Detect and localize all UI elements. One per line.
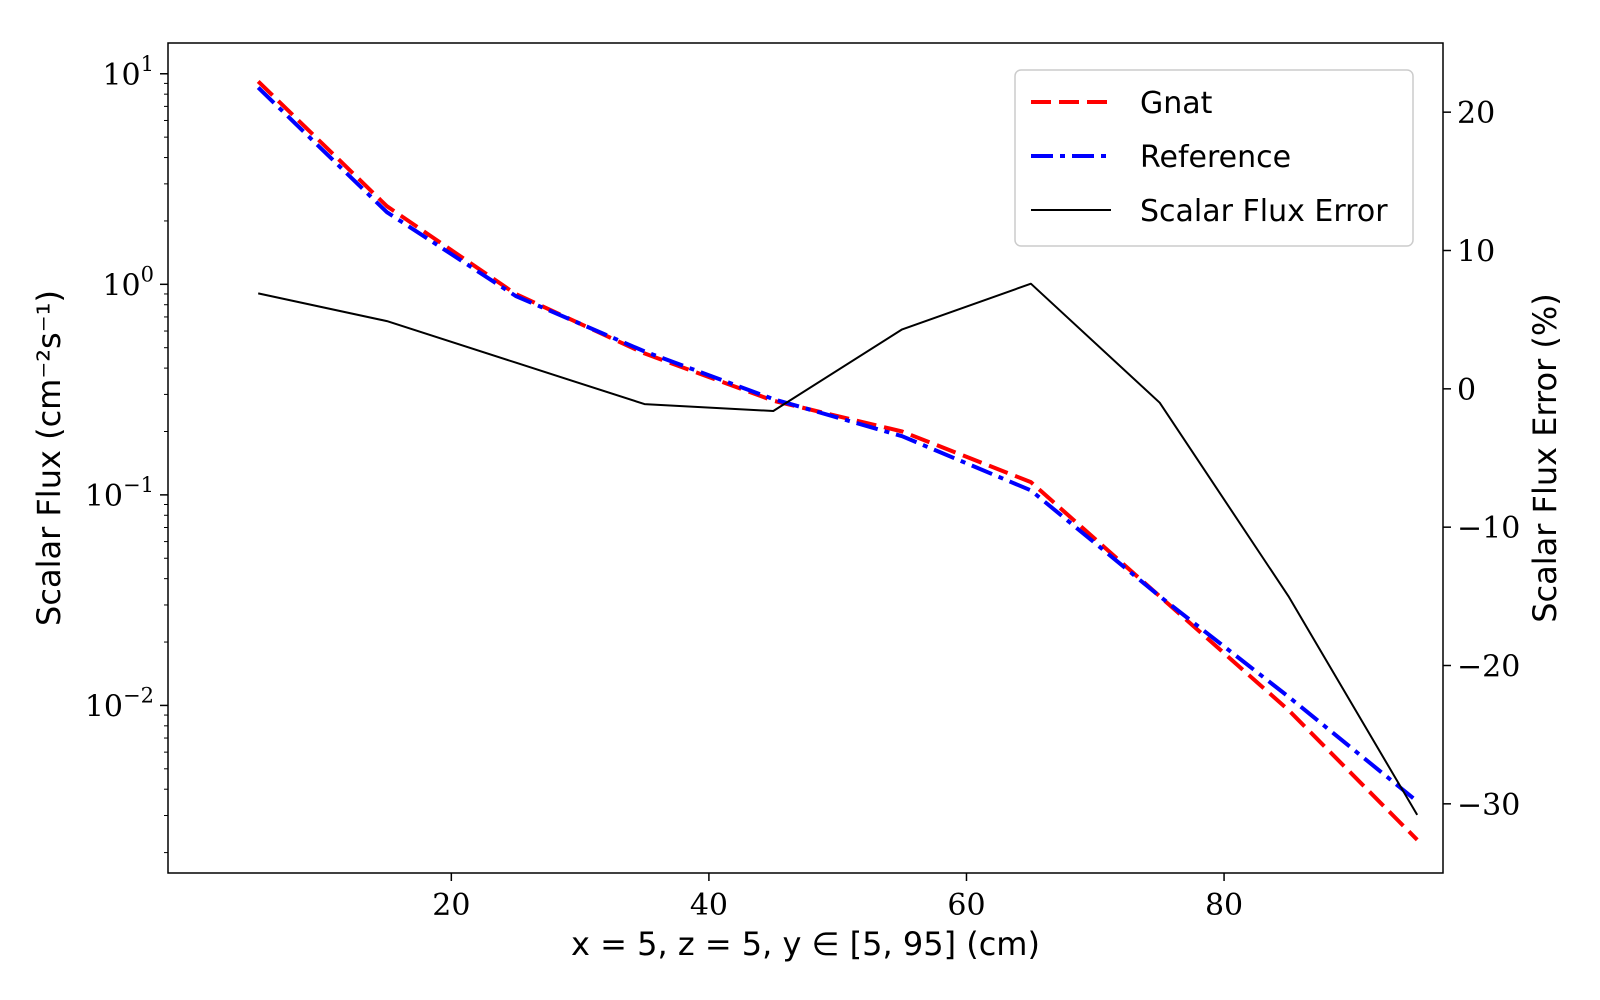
x-tick-label: 80 (1205, 888, 1243, 923)
right-tick-label: −20 (1457, 650, 1520, 685)
plot-area (256, 79, 1419, 842)
legend-label: Reference (1140, 140, 1291, 175)
right-tick-label: 0 (1457, 373, 1476, 408)
right-tick-label: −30 (1457, 788, 1520, 823)
left-tick-label: 10−2 (85, 683, 154, 724)
left-axis-title: Scalar Flux (cm⁻²s⁻¹) (30, 290, 68, 626)
left-tick-label: 100 (102, 262, 154, 303)
legend-label: Gnat (1140, 86, 1213, 121)
left-tick-label: 101 (102, 52, 154, 93)
series-line-reference (256, 86, 1419, 803)
plot-frame (167, 42, 1444, 874)
left-tick-label: 10−1 (85, 473, 154, 514)
right-tick-label: 10 (1457, 235, 1495, 270)
series-line-scalar-flux-error (257, 282, 1419, 816)
right-tick-label: −10 (1457, 511, 1520, 546)
x-tick-label: 40 (690, 888, 728, 923)
legend: Gnat Reference Scalar Flux Error (1014, 69, 1414, 247)
legend-box (1014, 69, 1414, 247)
right-axis-title: Scalar Flux Error (%) (1526, 293, 1564, 623)
x-tick-label: 60 (947, 888, 985, 923)
right-tick-label: 20 (1457, 96, 1495, 131)
legend-label: Scalar Flux Error (1140, 194, 1388, 229)
x-axis-title: x = 5, z = 5, y ∈ [5, 95] (cm) (571, 925, 1040, 963)
x-tick-label: 20 (432, 888, 470, 923)
